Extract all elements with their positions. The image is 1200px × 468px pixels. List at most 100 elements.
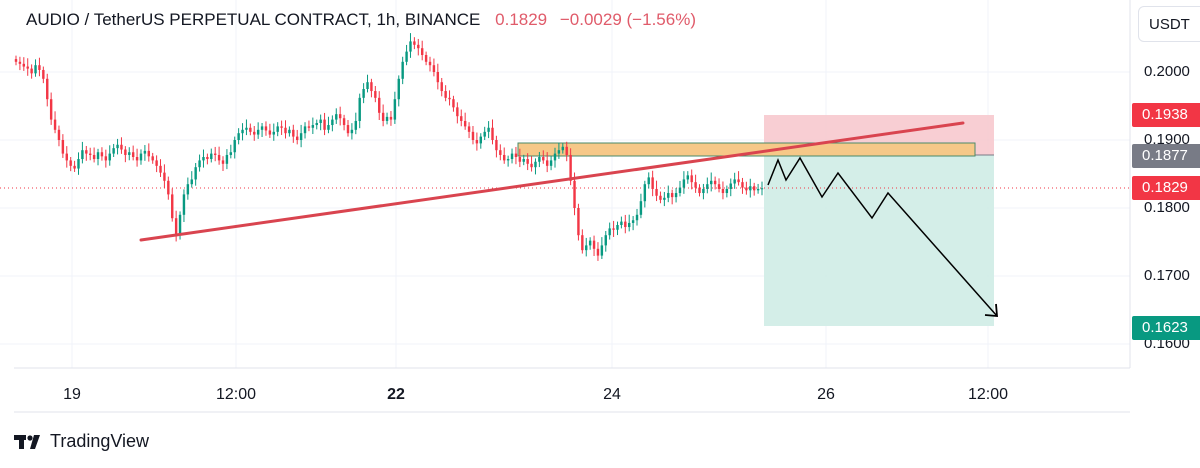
- candle-body: [327, 125, 330, 130]
- candle-body: [448, 97, 451, 100]
- current-price: 0.1829: [495, 10, 548, 29]
- candle-body: [608, 228, 611, 236]
- y-tick-label: 0.1900: [1144, 131, 1190, 148]
- candle-body: [389, 116, 393, 120]
- candle-body: [303, 126, 307, 134]
- candle-body: [65, 153, 68, 161]
- candle-body: [627, 222, 631, 228]
- candle-body: [721, 188, 725, 194]
- candle-body: [299, 133, 303, 140]
- candle-body: [186, 184, 190, 195]
- candle-body: [503, 154, 506, 161]
- candle-body: [530, 163, 533, 168]
- candle-body: [370, 82, 373, 92]
- candle-body: [112, 148, 115, 154]
- candle-body: [100, 152, 104, 157]
- candle-body: [139, 153, 143, 161]
- candle-body: [561, 146, 565, 151]
- candle-body: [323, 119, 326, 130]
- candle-body: [565, 146, 568, 155]
- candle-body: [171, 194, 174, 219]
- candle-body: [686, 175, 690, 180]
- last-price-badge: 0.1829: [1132, 176, 1200, 200]
- take-profit-zone[interactable]: [764, 155, 994, 326]
- candle-body: [241, 129, 244, 134]
- candle-body: [647, 177, 650, 185]
- candle-body: [88, 153, 92, 155]
- currency-button[interactable]: USDT: [1138, 6, 1200, 42]
- candle-body: [588, 240, 592, 246]
- candle-body: [471, 131, 475, 140]
- candle-body: [487, 127, 490, 132]
- candle-body: [592, 240, 596, 249]
- candle-body: [667, 193, 670, 198]
- candle-body: [417, 44, 420, 49]
- projection-arrowhead-icon: [984, 303, 998, 317]
- candle-body: [506, 159, 510, 161]
- candle-body: [284, 127, 287, 134]
- candle-body: [167, 180, 170, 195]
- candle-body: [460, 116, 463, 121]
- candle-body: [147, 150, 151, 157]
- candle-body: [491, 127, 494, 140]
- entry-price-badge: 0.1877: [1132, 144, 1200, 168]
- candle-body: [749, 186, 752, 191]
- candle-body: [116, 144, 119, 149]
- candle-body: [276, 126, 279, 132]
- candle-body: [518, 157, 522, 162]
- symbol-title[interactable]: AUDIO / TetherUS PERPETUAL CONTRACT, 1h,…: [26, 10, 481, 29]
- candle-body: [600, 245, 604, 256]
- candle-body: [538, 157, 541, 162]
- candle-body: [428, 61, 432, 66]
- tradingview-branding[interactable]: TradingView: [14, 431, 149, 452]
- candle-body: [190, 179, 193, 185]
- candle-body: [374, 91, 377, 98]
- candle-body: [143, 150, 147, 154]
- candle-body: [710, 180, 713, 185]
- candle-body: [249, 127, 252, 132]
- candle-body: [643, 184, 647, 202]
- candle-body: [292, 129, 295, 137]
- candle-body: [73, 165, 76, 169]
- candle-body: [34, 65, 37, 74]
- candle-body: [475, 140, 479, 144]
- candle-body: [245, 127, 248, 130]
- candle-body: [315, 123, 318, 126]
- candle-body: [280, 126, 283, 128]
- tradingview-logo-icon: [14, 434, 40, 449]
- candle-body: [651, 177, 654, 189]
- candle-body: [69, 160, 72, 166]
- candle-body: [545, 160, 549, 166]
- candle-body: [338, 114, 342, 119]
- candle-body: [674, 193, 678, 198]
- candle-body: [159, 165, 162, 173]
- candle-body: [756, 188, 760, 191]
- candle-body: [752, 186, 756, 191]
- candle-body: [311, 125, 315, 128]
- resistance-zone[interactable]: [517, 142, 976, 157]
- candle-body: [194, 167, 197, 180]
- candle-body: [49, 99, 53, 120]
- trend-line[interactable]: [139, 121, 965, 242]
- candle-body: [217, 154, 221, 161]
- candle-body: [581, 235, 584, 251]
- candle-body: [725, 188, 729, 194]
- candle-body: [624, 221, 627, 228]
- candle-body: [694, 182, 697, 188]
- candle-body: [151, 156, 154, 161]
- candle-body: [670, 193, 674, 198]
- candle-body: [659, 195, 662, 200]
- x-tick-label: 22: [387, 386, 405, 403]
- candle-body: [733, 179, 736, 184]
- candle-body: [57, 129, 61, 140]
- y-tick-label: 0.1800: [1144, 199, 1190, 216]
- candle-body: [198, 160, 201, 168]
- candle-body: [635, 214, 639, 221]
- candle-body: [534, 161, 537, 168]
- candle-body: [499, 150, 502, 155]
- candle-body: [514, 153, 518, 157]
- projection-path[interactable]: [767, 156, 998, 317]
- candle-body: [225, 154, 229, 164]
- candle-body: [522, 159, 525, 162]
